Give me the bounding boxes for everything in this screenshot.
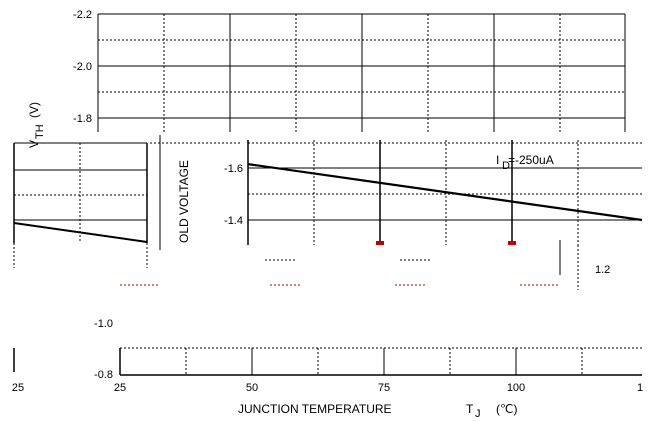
- y-tick-label: -1.8: [73, 113, 92, 125]
- left-fragment-panel: [13, 142, 148, 372]
- y-tick-label: -0.8: [94, 369, 113, 381]
- annotation-subscript: D: [502, 160, 510, 172]
- y-axis-label-unit: (V): [27, 102, 41, 118]
- x-axis-symbol: T: [466, 402, 474, 416]
- x-tick-label: 1: [637, 382, 643, 394]
- y-tick-label: -2.2: [73, 9, 92, 21]
- x-axis-subscript: J: [475, 408, 481, 420]
- x-axis-unit: (℃): [496, 402, 517, 416]
- bottom-panel: [119, 347, 642, 376]
- fragment-text: 1.2: [595, 264, 610, 276]
- series-line: [247, 163, 643, 222]
- red-artifact: [376, 241, 384, 245]
- x-tick-label: 50: [246, 382, 258, 394]
- fragment-curve: [13, 222, 148, 243]
- x-tick-label: 25: [12, 382, 24, 394]
- red-artifact: [508, 241, 516, 245]
- y-tick-label: -1.4: [224, 215, 243, 227]
- annotation-symbol: I: [496, 153, 499, 167]
- y-axis-label-sub: TH: [34, 124, 46, 139]
- middle-panel: [120, 135, 642, 290]
- y-axis-label-v: V: [27, 140, 41, 148]
- y-tick-label: -1.0: [94, 318, 113, 330]
- x-tick-label: 25: [114, 382, 126, 394]
- x-tick-label: 100: [507, 382, 525, 394]
- x-axis-label: JUNCTION TEMPERATURE: [238, 402, 392, 416]
- y-tick-label: -1.6: [224, 163, 243, 175]
- x-tick-label: 75: [378, 382, 390, 394]
- y-axis-label-mid: OLD VOLTAGE: [177, 160, 191, 243]
- annotation-value: =-250uA: [508, 153, 554, 167]
- y-tick-label: -2.0: [73, 61, 92, 73]
- top-panel: [97, 13, 626, 132]
